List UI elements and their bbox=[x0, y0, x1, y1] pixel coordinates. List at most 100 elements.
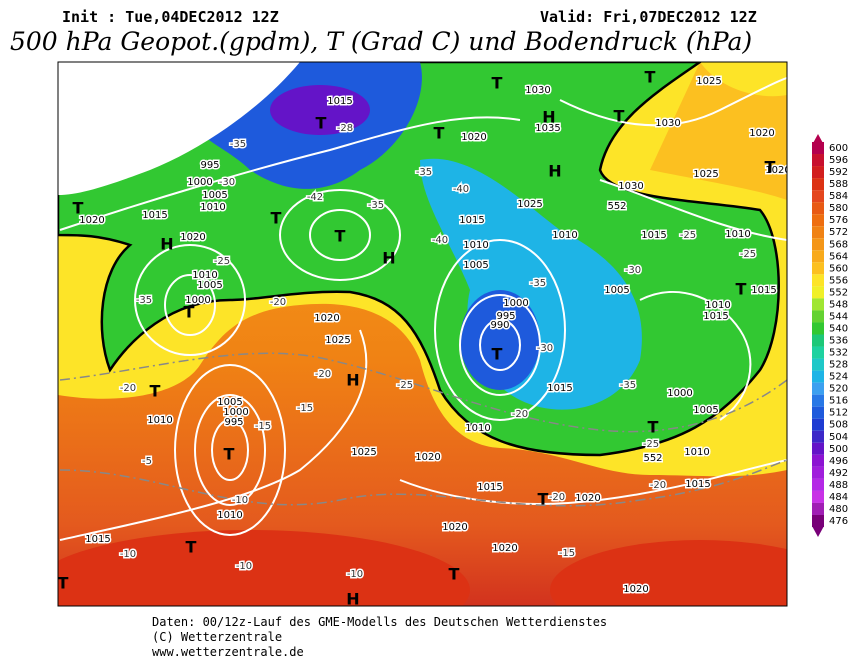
pressure-center: H bbox=[382, 249, 395, 268]
pressure-label: 1015 bbox=[751, 285, 776, 296]
colorbar-label: 580 bbox=[829, 203, 848, 214]
pressure-center: T bbox=[150, 382, 161, 401]
colorbar-label: 512 bbox=[829, 408, 848, 419]
colorbar-label: 528 bbox=[829, 360, 848, 371]
pressure-label: 1020 bbox=[415, 452, 440, 463]
pressure-center: H bbox=[346, 590, 359, 609]
colorbar-label: 588 bbox=[829, 179, 848, 190]
colorbar-label: 552 bbox=[829, 287, 848, 298]
colorbar-swatch bbox=[812, 190, 824, 203]
pressure-center: T bbox=[335, 227, 346, 246]
colorbar-label: 476 bbox=[829, 516, 848, 527]
temperature-label: -20 bbox=[120, 383, 136, 394]
colorbar-swatch bbox=[812, 502, 824, 515]
temperature-label: -28 bbox=[337, 123, 353, 134]
colorbar-label: 568 bbox=[829, 239, 848, 250]
colorbar-label: 596 bbox=[829, 155, 848, 166]
contour-label: 552 bbox=[643, 453, 662, 464]
pressure-label: 1020 bbox=[492, 543, 517, 554]
pressure-label: 1015 bbox=[459, 215, 484, 226]
colorbar-swatch bbox=[812, 154, 824, 167]
temperature-label: -30 bbox=[625, 265, 641, 276]
pressure-label: 1000 bbox=[503, 298, 528, 309]
pressure-label: 1020 bbox=[461, 132, 486, 143]
colorbar-label: 536 bbox=[829, 336, 848, 347]
footer-line: Daten: 00/12z-Lauf des GME-Modells des D… bbox=[152, 615, 607, 629]
pressure-center: T bbox=[186, 538, 197, 557]
pressure-label: 1015 bbox=[547, 383, 572, 394]
pressure-label: 1020 bbox=[575, 493, 600, 504]
cold-core bbox=[270, 85, 370, 135]
temperature-label: -40 bbox=[453, 184, 469, 195]
pressure-center: H bbox=[548, 162, 561, 181]
colorbar-label: 544 bbox=[829, 311, 848, 322]
map-border bbox=[57, 61, 788, 607]
colorbar-swatch bbox=[812, 382, 824, 395]
temperature-label: -25 bbox=[397, 380, 413, 391]
pressure-label: 1015 bbox=[641, 230, 666, 241]
footer-line: www.wetterzentrale.de bbox=[152, 645, 304, 659]
pressure-label: 1000 bbox=[223, 407, 248, 418]
colorbar-swatch bbox=[812, 466, 824, 479]
colorbar-swatch bbox=[812, 478, 824, 491]
colorbar-swatch bbox=[812, 442, 824, 455]
pressure-label: 1025 bbox=[325, 335, 350, 346]
pressure-center: T bbox=[492, 74, 503, 93]
pressure-label: 1010 bbox=[192, 270, 217, 281]
no-data bbox=[58, 62, 300, 195]
temperature-label: -35 bbox=[416, 167, 432, 178]
colorbar-swatch bbox=[812, 334, 824, 347]
footer-line: (C) Wetterzentrale bbox=[152, 630, 282, 644]
colorbar-swatch bbox=[812, 430, 824, 443]
colorbar-swatch bbox=[812, 298, 824, 311]
temperature-label: -15 bbox=[297, 403, 313, 414]
colorbar-swatch bbox=[812, 418, 824, 431]
colorbar-swatch bbox=[812, 141, 824, 155]
pressure-center: T bbox=[648, 418, 659, 437]
colorbar-swatch bbox=[812, 370, 824, 383]
temperature-label: -42 bbox=[307, 192, 323, 203]
colorbar-label: 576 bbox=[829, 215, 848, 226]
colorbar-label: 540 bbox=[829, 323, 848, 334]
pressure-label: 1010 bbox=[217, 510, 242, 521]
pressure-label: 1010 bbox=[725, 229, 750, 240]
pressure-label: 995 bbox=[224, 417, 243, 428]
temperature-label: -20 bbox=[315, 369, 331, 380]
colorbar-swatch bbox=[812, 322, 824, 335]
colorbar-swatch bbox=[812, 274, 824, 287]
colorbar-label: 496 bbox=[829, 456, 848, 467]
init-time: Init : Tue,04DEC2012 12Z bbox=[62, 8, 279, 26]
temperature-label: -10 bbox=[120, 549, 136, 560]
pressure-center: T bbox=[271, 209, 282, 228]
temperature-label: -25 bbox=[680, 230, 696, 241]
pressure-center: T bbox=[316, 114, 327, 133]
temperature-label: -30 bbox=[219, 177, 235, 188]
pressure-label: 1015 bbox=[685, 479, 710, 490]
colorbar-swatch bbox=[812, 238, 824, 251]
temperature-label: -20 bbox=[512, 409, 528, 420]
cold-core bbox=[460, 290, 540, 390]
colorbar-swatch bbox=[812, 310, 824, 323]
colorbar-label: 532 bbox=[829, 348, 848, 359]
colorbar-label: 556 bbox=[829, 275, 848, 286]
pressure-label: 1025 bbox=[696, 76, 721, 87]
pressure-label: 1020 bbox=[180, 232, 205, 243]
colorbar-swatch bbox=[812, 226, 824, 239]
colorbar-label: 480 bbox=[829, 504, 848, 515]
pressure-label: 1015 bbox=[477, 482, 502, 493]
temperature-label: -30 bbox=[537, 343, 553, 354]
pressure-center: T bbox=[645, 68, 656, 87]
colorbar-swatch bbox=[812, 358, 824, 371]
isobars bbox=[59, 77, 787, 541]
colorbar-swatch bbox=[812, 166, 824, 179]
pressure-label: 990 bbox=[490, 320, 509, 331]
temperature-label: -15 bbox=[559, 548, 575, 559]
colorbar-label: 508 bbox=[829, 420, 848, 431]
pressure-label: 1005 bbox=[197, 280, 222, 291]
pressure-label: 1010 bbox=[684, 447, 709, 458]
colorbar-label: 524 bbox=[829, 372, 848, 383]
colorbar-swatch bbox=[812, 202, 824, 215]
colorbar-swatch bbox=[812, 346, 824, 359]
pressure-center: T bbox=[492, 345, 503, 364]
